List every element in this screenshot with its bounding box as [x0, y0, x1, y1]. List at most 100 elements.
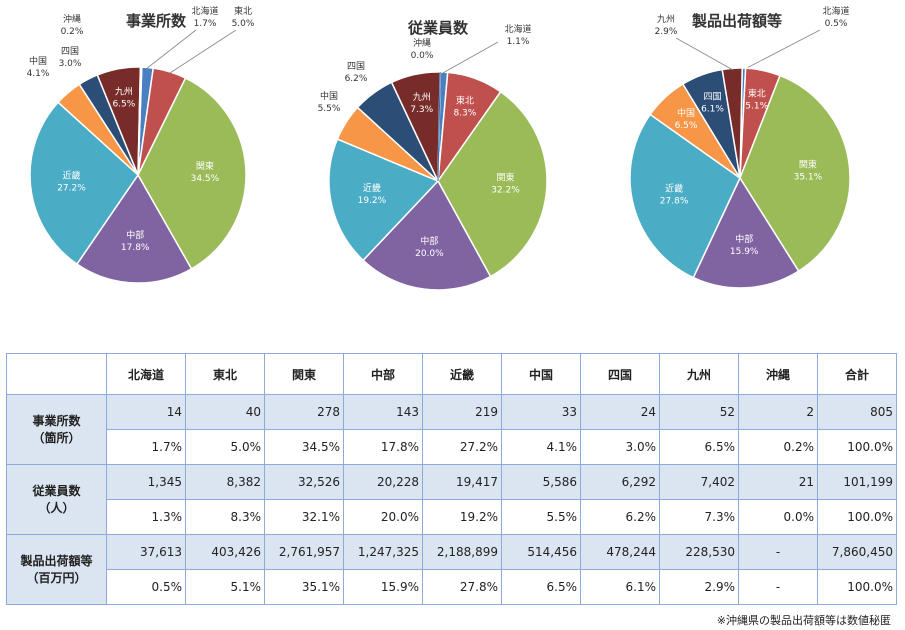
- slice-value-中部: 15.9%: [730, 247, 759, 257]
- row-header-title: 製品出荷額等: [20, 553, 93, 568]
- slice-label-東北: 東北: [748, 88, 766, 100]
- value-cell: 2,761,957: [264, 534, 344, 570]
- slice-value-四国: 6.1%: [701, 105, 724, 115]
- slice-label-近畿: 近畿: [363, 182, 381, 194]
- slice-value-近畿: 19.2%: [358, 196, 387, 206]
- chart-title: 従業員数: [407, 19, 469, 37]
- slice-value-近畿: 27.8%: [660, 196, 689, 206]
- header-関東: 関東: [264, 353, 344, 395]
- value-cell: 32,526: [264, 464, 344, 500]
- table-row: 1.3% 8.3% 32.1% 20.0% 19.2% 5.5% 6.2% 7.3% 0.0% 1…: [7, 499, 897, 535]
- row-header-unit: （人）: [38, 500, 75, 515]
- slice-label-四国: 四国: [61, 46, 79, 57]
- percent-cell: 19.2%: [422, 499, 502, 535]
- slice-label-関東: 関東: [196, 160, 214, 172]
- slice-value-中部: 17.8%: [121, 243, 150, 253]
- pie-slice-近畿: [629, 113, 741, 279]
- footnote: ※沖縄県の製品出荷額等は数値秘匿: [716, 614, 891, 627]
- percent-cell: 20.0%: [343, 499, 423, 535]
- slice-label-北海道: 北海道: [822, 5, 849, 17]
- header-沖縄: 沖縄: [738, 353, 818, 395]
- value-cell: 278: [264, 394, 344, 430]
- slice-value-九州: 2.9%: [655, 27, 678, 37]
- percent-cell: 1.3%: [106, 499, 186, 535]
- slice-label-近畿: 近畿: [62, 170, 80, 182]
- slice-value-北海道: 0.5%: [825, 19, 848, 29]
- percent-cell: 17.8%: [343, 429, 423, 465]
- row-header-title: 従業員数: [32, 483, 81, 498]
- pie-slice-中部: [75, 173, 193, 284]
- table-row: 製品出荷額等 （百万円） 37,613 403,426 2,761,957 1,247,3…: [6, 534, 897, 605]
- slice-value-東北: 5.1%: [745, 102, 768, 112]
- pie-slice-沖縄: [137, 66, 143, 176]
- percent-cell: 7.3%: [659, 499, 739, 535]
- pie-charts-svg: 事業所数 北海道1.7%東北5.0%関東34.5%中部17.8%近畿27.2%中国…: [27, 5, 851, 291]
- pie-slice-九州: [721, 67, 743, 179]
- slice-label-中部: 中部: [420, 235, 438, 247]
- slice-value-北海道: 1.1%: [507, 37, 530, 47]
- value-cell: 24: [580, 394, 660, 430]
- chart-title: 事業所数: [126, 12, 187, 30]
- percent-cell: 6.1%: [580, 569, 660, 605]
- value-cell: 143: [343, 394, 423, 430]
- table-row: 0.5% 5.1% 35.1% 15.9% 27.8% 6.5% 6.1% 2.9% -100.…: [7, 569, 897, 605]
- percent-cell: 27.2%: [422, 429, 502, 465]
- value-cell: 1,345: [106, 464, 186, 500]
- slice-value-中部: 20.0%: [415, 249, 444, 259]
- percent-cell: 2.9%: [659, 569, 739, 605]
- percent-cell: 6.5%: [501, 569, 581, 605]
- header-九州: 九州: [659, 353, 739, 395]
- percent-cell: 0.5%: [106, 569, 186, 605]
- slice-label-北海道: 北海道: [504, 23, 531, 35]
- percent-cell: 8.3%: [185, 499, 265, 535]
- slice-label-沖縄: 沖縄: [63, 13, 81, 25]
- value-cell: 2,188,899: [422, 534, 502, 570]
- slice-label-北海道: 北海道: [191, 5, 218, 17]
- percent-cell: 100.0%: [817, 499, 897, 535]
- header-四国: 四国: [580, 353, 660, 395]
- value-cell: 805: [817, 394, 897, 430]
- percent-cell: 35.1%: [264, 569, 344, 605]
- value-cell: 403,426: [185, 534, 265, 570]
- slice-label-中部: 中部: [735, 233, 753, 245]
- value-cell: 2: [738, 394, 818, 430]
- pie-slice-関東: [739, 74, 851, 273]
- percent-cell: 4.1%: [501, 429, 581, 465]
- header-中国: 中国: [501, 353, 581, 395]
- percent-cell: 0.0%: [738, 499, 818, 535]
- leader-line: [675, 37, 734, 71]
- value-cell: 21: [738, 464, 818, 500]
- pie-slice-近畿: [29, 101, 139, 266]
- header-中部: 中部: [343, 353, 423, 395]
- slice-label-中部: 中部: [126, 229, 144, 241]
- value-cell: 7,402: [659, 464, 739, 500]
- slice-value-沖縄: 0.2%: [61, 27, 84, 37]
- slice-label-九州: 九州: [413, 92, 431, 103]
- slice-value-東北: 5.0%: [232, 19, 255, 29]
- pie-slice-中部: [362, 179, 492, 291]
- table-row: 事業所数 （箇所） 14 40 278 143 219 33 24 52 2 805: [6, 394, 897, 465]
- slice-value-四国: 6.2%: [345, 74, 368, 84]
- pie-chart-2: 従業員数 北海道 1.1% 東北 8.3% 関東 32.2% 中部 20.0% 近畿 19.2% 中国…: [318, 19, 548, 291]
- slice-value-中国: 4.1%: [27, 69, 50, 79]
- slice-label-関東: 関東: [799, 159, 817, 171]
- percent-cell: 27.8%: [422, 569, 502, 605]
- percent-cell: 3.0%: [580, 429, 660, 465]
- chart-title: 製品出荷額等: [691, 12, 782, 30]
- slice-label-四国: 四国: [347, 61, 365, 72]
- slice-label-中国: 中国: [320, 90, 338, 102]
- slice-label-中国: 中国: [29, 55, 47, 67]
- slice-label-九州: 九州: [115, 87, 133, 98]
- slice-label-沖縄: 沖縄: [413, 37, 431, 49]
- value-cell: 6,292: [580, 464, 660, 500]
- slice-label-関東: 関東: [496, 172, 514, 184]
- percent-cell: 5.0%: [185, 429, 265, 465]
- row-header: 従業員数 （人）: [6, 464, 107, 535]
- row-header: 製品出荷額等 （百万円）: [6, 534, 107, 605]
- row-header-unit: （百万円）: [26, 570, 87, 585]
- percent-cell: 100.0%: [817, 429, 897, 465]
- percent-cell: 34.5%: [264, 429, 344, 465]
- slice-value-北海道: 1.7%: [194, 19, 217, 29]
- percent-cell: 5.1%: [185, 569, 265, 605]
- table-row: 従業員数 （人） 1,345 8,382 32,526 20,228 19,417 5,586…: [6, 464, 897, 535]
